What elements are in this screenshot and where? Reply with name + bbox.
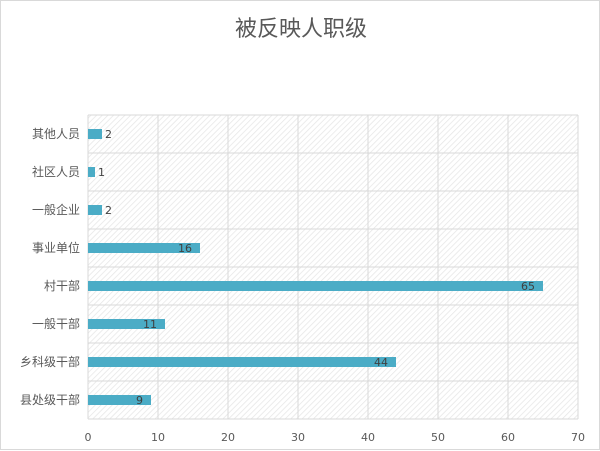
category-label: 乡科级干部 (20, 354, 80, 369)
bar (88, 129, 102, 139)
x-tick-label: 30 (291, 431, 305, 444)
data-label: 2 (105, 204, 112, 217)
data-label: 9 (136, 394, 143, 407)
data-label: 11 (143, 318, 157, 331)
x-tick-label: 60 (501, 431, 515, 444)
x-tick-label: 20 (221, 431, 235, 444)
data-label: 65 (521, 280, 535, 293)
x-tick-label: 50 (431, 431, 445, 444)
bar (88, 205, 102, 215)
data-label: 1 (98, 166, 105, 179)
bar (88, 281, 543, 291)
category-label: 一般干部 (32, 316, 80, 331)
bar (88, 395, 151, 405)
bar (88, 243, 200, 253)
x-tick-label: 0 (85, 431, 92, 444)
x-tick-label: 10 (151, 431, 165, 444)
category-label: 县处级干部 (20, 392, 80, 407)
category-label: 其他人员 (32, 127, 80, 141)
bar (88, 167, 95, 177)
x-tick-label: 70 (571, 431, 585, 444)
category-label: 一般企业 (32, 202, 80, 217)
category-label: 事业单位 (32, 240, 80, 255)
bar (88, 319, 165, 329)
bar (88, 357, 396, 367)
category-label: 村干部 (44, 278, 80, 293)
category-label: 社区人员 (32, 164, 80, 179)
x-tick-label: 40 (361, 431, 375, 444)
data-label: 16 (178, 242, 192, 255)
chart-title: 被反映人职级 (234, 17, 367, 42)
data-label: 2 (105, 128, 112, 141)
data-label: 44 (374, 356, 388, 369)
